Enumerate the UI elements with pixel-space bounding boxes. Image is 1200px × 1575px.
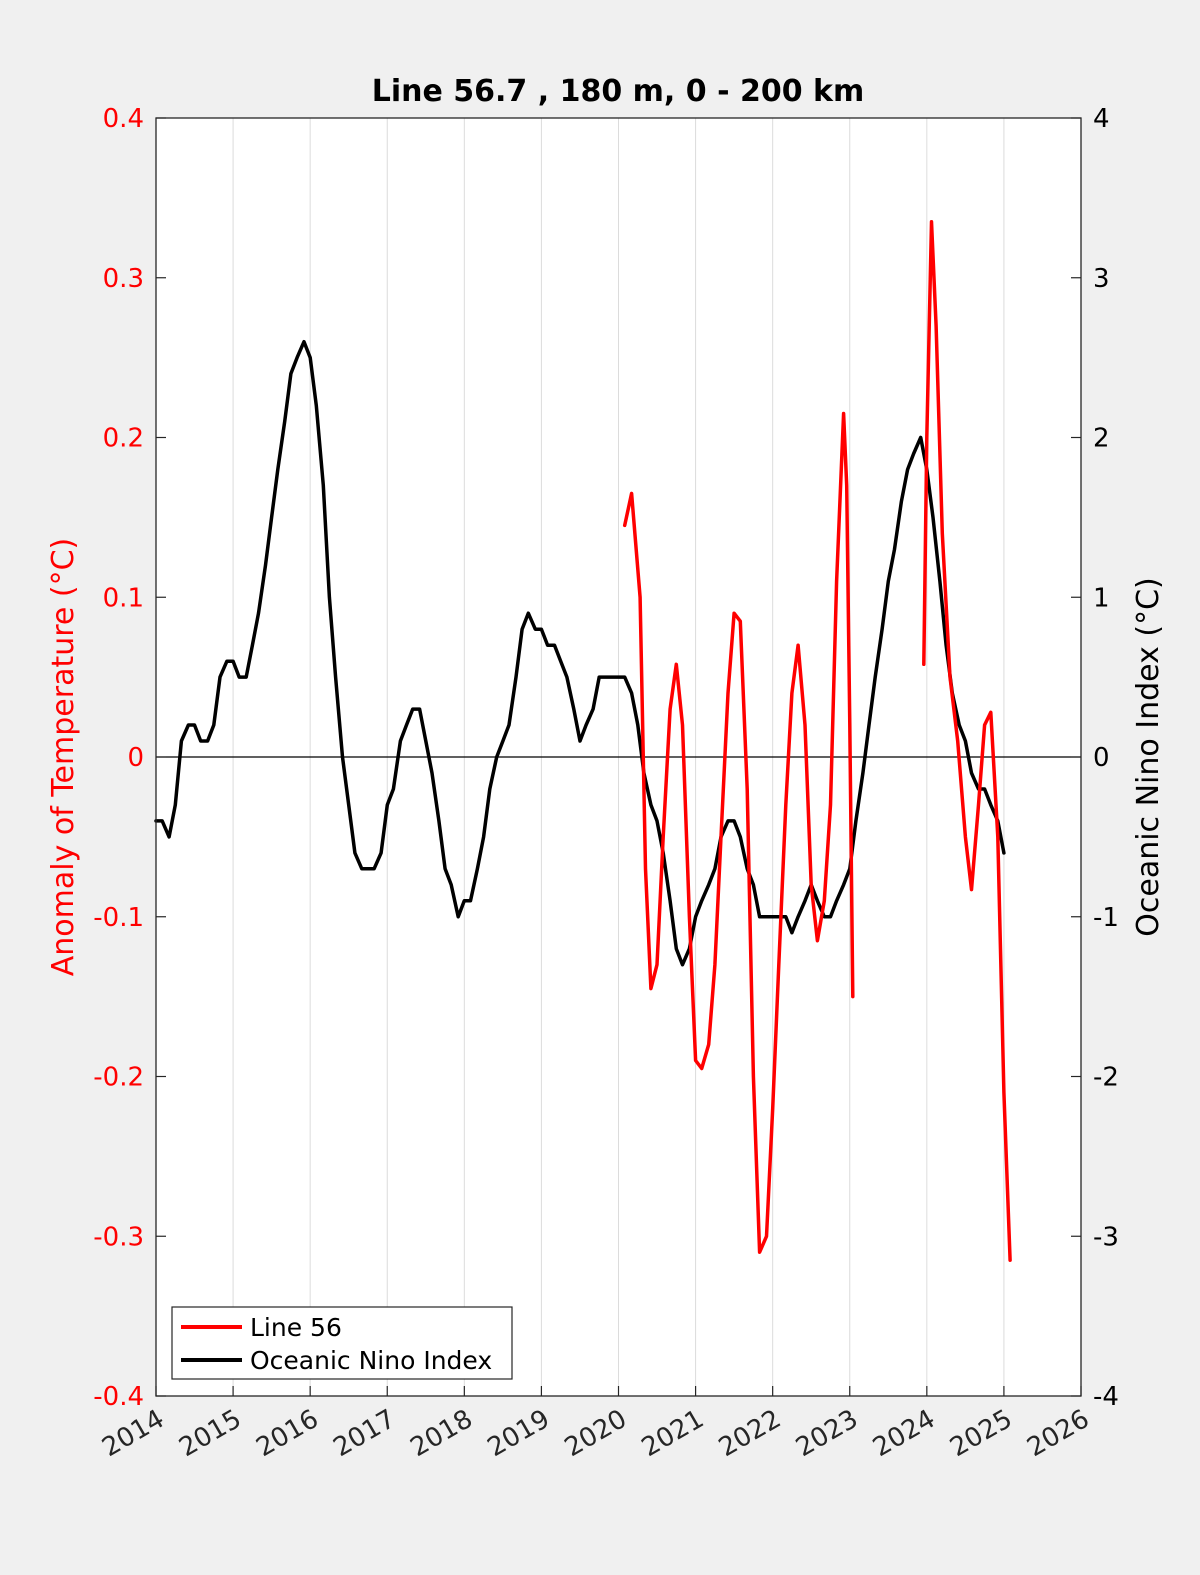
y-right-tick-label: -1: [1093, 903, 1119, 933]
y-right-tick-label: -2: [1093, 1063, 1119, 1093]
x-tick-label: 2023: [791, 1404, 863, 1463]
series-layer: [154, 220, 1012, 1262]
y-right-tick-label: 0: [1093, 743, 1110, 773]
legend-label-oni: Oceanic Nino Index: [250, 1346, 492, 1375]
x-tick-label: 2021: [637, 1404, 709, 1463]
y-left-tick-label: 0.1: [103, 583, 144, 613]
y-left-tick-label: -0.1: [93, 903, 144, 933]
legend: Line 56 Oceanic Nino Index: [171, 1306, 513, 1380]
y-left-tick-label: -0.4: [93, 1382, 144, 1412]
x-tick-label: 2025: [945, 1404, 1017, 1463]
y-left-tick-label: -0.2: [93, 1063, 144, 1093]
x-tick-label: 2024: [868, 1404, 940, 1463]
y-left-tick-label: 0.4: [103, 104, 144, 134]
x-tick-label: 2016: [251, 1404, 323, 1463]
series-line-line56-segment-1: [622, 411, 855, 1254]
y-right-tick-label: -3: [1093, 1222, 1119, 1252]
x-tick-label: 2017: [328, 1404, 400, 1463]
y-right-tick-label: 4: [1093, 104, 1110, 134]
y-left-tick-label: 0: [127, 743, 144, 773]
y-left-tick-label: -0.3: [93, 1222, 144, 1252]
y-right-tick-label: -4: [1093, 1382, 1119, 1412]
y-right-tick-label: 1: [1093, 583, 1110, 613]
legend-box: [171, 1306, 513, 1380]
x-tick-label: 2014: [97, 1404, 169, 1463]
x-tick-label: 2020: [560, 1404, 632, 1463]
y-left-tick-label: 0.2: [103, 424, 144, 454]
y-right-tick-label: 3: [1093, 264, 1110, 294]
series-line-oceanic-nino-index: [154, 339, 1006, 967]
y-axis-label-right: Oceanic Nino Index (°C): [1131, 577, 1166, 937]
x-tick-label: 2015: [174, 1404, 246, 1463]
y-axis-label-left: Anomaly of Temperature (°C): [46, 538, 81, 977]
chart-title: Line 56.7 , 180 m, 0 - 200 km: [372, 74, 865, 109]
y-left-tick-label: 0.3: [103, 264, 144, 294]
x-tick-label: 2022: [714, 1404, 786, 1463]
x-tick-label: 2018: [406, 1404, 478, 1463]
series-line-line56-segment-2: [922, 220, 1012, 1262]
y-right-tick-label: 2: [1093, 424, 1110, 454]
x-tick-label: 2019: [483, 1404, 555, 1463]
legend-label-line56: Line 56: [250, 1313, 342, 1342]
x-tick-label: 2026: [1022, 1404, 1094, 1463]
